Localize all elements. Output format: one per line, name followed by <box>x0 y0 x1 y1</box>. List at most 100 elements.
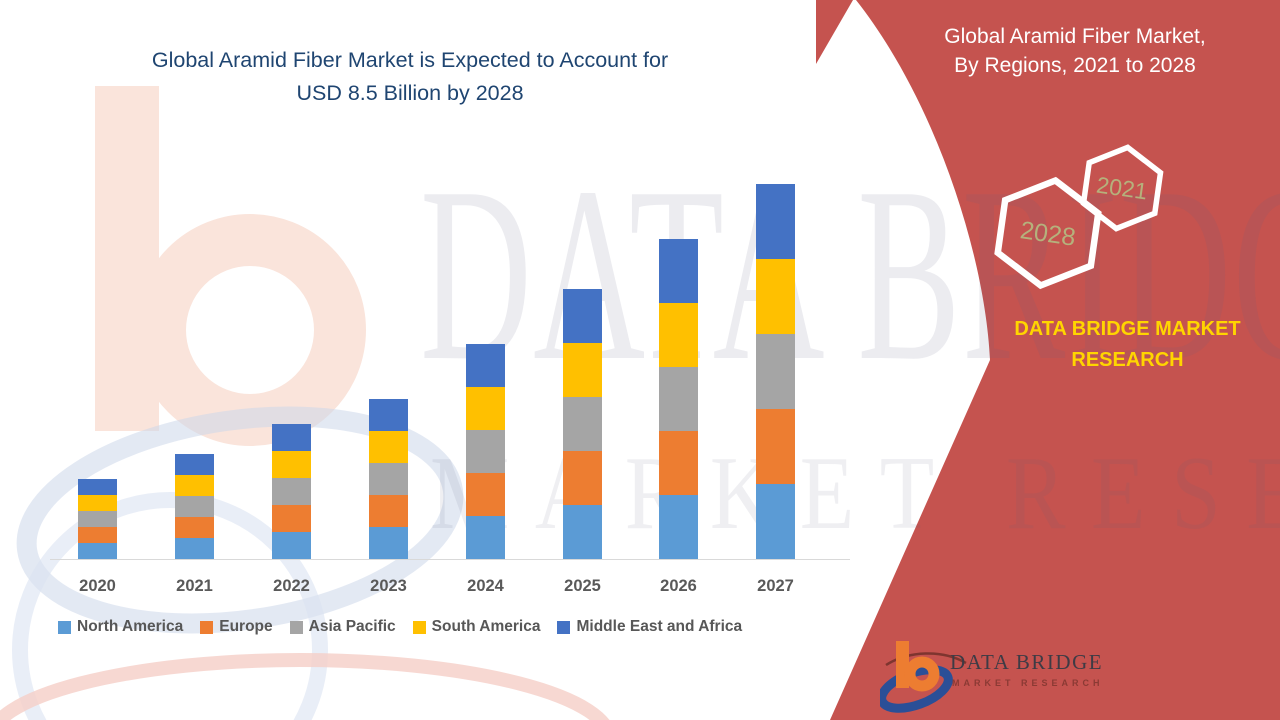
legend-label: North America <box>77 618 184 635</box>
legend-item-north-america: North America <box>58 618 183 636</box>
banner-title-line2: By Regions, 2021 to 2028 <box>954 54 1196 77</box>
bar-segment-2025-north-america <box>563 505 602 559</box>
hexagon-2021-outline <box>1080 144 1164 232</box>
hexagon-2028: 2028 <box>994 176 1102 290</box>
bar-segment-2025-asia-pacific <box>563 397 602 451</box>
hexagon-2021: 2021 <box>1080 144 1164 232</box>
stacked-bar-2023 <box>369 399 408 559</box>
hexagon-badges: 2021 2028 <box>994 144 1164 290</box>
bar-segment-2021-asia-pacific <box>175 496 214 517</box>
bar-segment-2020-south-america <box>78 495 117 511</box>
bar-segment-2024-south-america <box>466 387 505 430</box>
legend-item-asia-pacific: Asia Pacific <box>289 618 396 636</box>
bar-segment-2024-north-america <box>466 516 505 559</box>
bar-segment-2021-europe <box>175 517 214 538</box>
bar-segment-2020-europe <box>78 527 117 543</box>
bar-segment-2021-middle-east-and-africa <box>175 454 214 475</box>
bar-segment-2022-south-america <box>272 451 311 478</box>
stacked-bar-2024 <box>466 344 505 559</box>
footer-logo-name: DATA BRIDGE <box>950 650 1104 674</box>
footer-logo-red-arc <box>885 652 967 667</box>
x-axis-label-2026: 2026 <box>660 577 697 595</box>
banner-brand-text: DATA BRIDGE MARKET RESEARCH <box>985 314 1270 376</box>
legend-swatch <box>200 620 214 634</box>
chart-legend: North America Europe Asia Pacific South Ame… <box>58 618 868 636</box>
chart-title-line2: USD 8.5 Billion by 2028 <box>296 81 524 105</box>
bar-chart-plot-area <box>50 179 850 560</box>
bar-segment-2021-north-america <box>175 538 214 559</box>
x-axis-label-2024: 2024 <box>467 577 504 595</box>
bar-segment-2025-europe <box>563 451 602 505</box>
hexagon-2028-label: 2028 <box>1018 216 1077 251</box>
banner-brand-line1: DATA BRIDGE MARKET <box>1014 318 1241 340</box>
bar-segment-2020-asia-pacific <box>78 511 117 527</box>
legend-label: South America <box>431 618 541 635</box>
legend-label: Asia Pacific <box>308 618 396 635</box>
red-panel-sliver <box>816 0 853 64</box>
legend-item-south-america: South America <box>412 618 541 636</box>
bar-segment-2026-middle-east-and-africa <box>659 239 698 303</box>
chart-title: Global Aramid Fiber Market is Expected t… <box>60 44 760 110</box>
bar-segment-2023-asia-pacific <box>369 463 408 495</box>
watermark-red-wave <box>0 653 610 720</box>
bar-segment-2024-middle-east-and-africa <box>466 344 505 387</box>
chart-title-line1: Global Aramid Fiber Market is Expected t… <box>151 48 669 72</box>
bar-segment-2022-middle-east-and-africa <box>272 424 311 451</box>
hexagon-2021-label: 2021 <box>1095 172 1149 205</box>
bar-segment-2027-middle-east-and-africa <box>756 184 795 259</box>
legend-swatch <box>557 620 571 634</box>
bar-segment-2023-north-america <box>369 527 408 559</box>
watermark-swoosh <box>16 406 464 634</box>
x-axis-label-2023: 2023 <box>370 577 407 595</box>
bar-segment-2023-south-america <box>369 431 408 463</box>
footer-logo-mark <box>880 641 967 713</box>
bar-segment-2025-south-america <box>563 343 602 397</box>
bar-segment-2026-europe <box>659 431 698 495</box>
hexagon-2028-outline <box>994 176 1102 290</box>
banner-title: Global Aramid Fiber Market, By Regions, … <box>880 22 1270 80</box>
legend-item-middle-east-and-africa: Middle East and Africa <box>557 618 742 636</box>
stacked-bar-2022 <box>272 424 311 559</box>
bar-segment-2024-europe <box>466 473 505 516</box>
legend-label: Middle East and Africa <box>576 618 743 635</box>
bar-segment-2026-north-america <box>659 495 698 559</box>
footer-logo-b-bowl <box>904 656 940 692</box>
bar-segment-2022-asia-pacific <box>272 478 311 505</box>
footer-logo-subtitle: MARKET RESEARCH <box>952 678 1104 688</box>
x-axis-label-2020: 2020 <box>79 577 116 595</box>
bar-segment-2022-north-america <box>272 532 311 559</box>
bar-segment-2027-south-america <box>756 259 795 334</box>
bar-segment-2027-north-america <box>756 484 795 559</box>
stacked-bar-2026 <box>659 239 698 559</box>
x-axis-label-2025: 2025 <box>564 577 601 595</box>
stacked-bar-2025 <box>563 289 602 559</box>
x-axis-label-2021: 2021 <box>176 577 213 595</box>
x-axis-label-2022: 2022 <box>273 577 310 595</box>
bar-segment-2026-south-america <box>659 303 698 367</box>
bar-segment-2022-europe <box>272 505 311 532</box>
bar-segment-2021-south-america <box>175 475 214 496</box>
bar-segment-2025-middle-east-and-africa <box>563 289 602 343</box>
legend-swatch <box>58 620 71 634</box>
legend-item-europe: Europe <box>200 618 273 636</box>
red-panel-shape <box>830 0 1280 720</box>
stacked-bar-2021 <box>175 454 214 559</box>
bar-segment-2027-europe <box>756 409 795 484</box>
banner-title-line1: Global Aramid Fiber Market, <box>944 25 1206 48</box>
watermark-ring <box>12 492 328 720</box>
bar-segment-2026-asia-pacific <box>659 367 698 431</box>
stacked-bar-2020 <box>78 479 117 559</box>
banner-brand-line2: RESEARCH <box>1071 349 1184 371</box>
bar-segment-2023-europe <box>369 495 408 527</box>
bar-segment-2024-asia-pacific <box>466 430 505 473</box>
bar-segment-2027-asia-pacific <box>756 334 795 409</box>
bar-segment-2020-north-america <box>78 543 117 559</box>
stacked-bar-2027 <box>756 184 795 559</box>
bar-segment-2020-middle-east-and-africa <box>78 479 117 495</box>
legend-label: Europe <box>219 618 273 635</box>
x-axis-label-2027: 2027 <box>757 577 794 595</box>
background-logo-watermark <box>0 86 610 720</box>
legend-swatch <box>289 620 303 634</box>
legend-swatch <box>412 620 426 634</box>
